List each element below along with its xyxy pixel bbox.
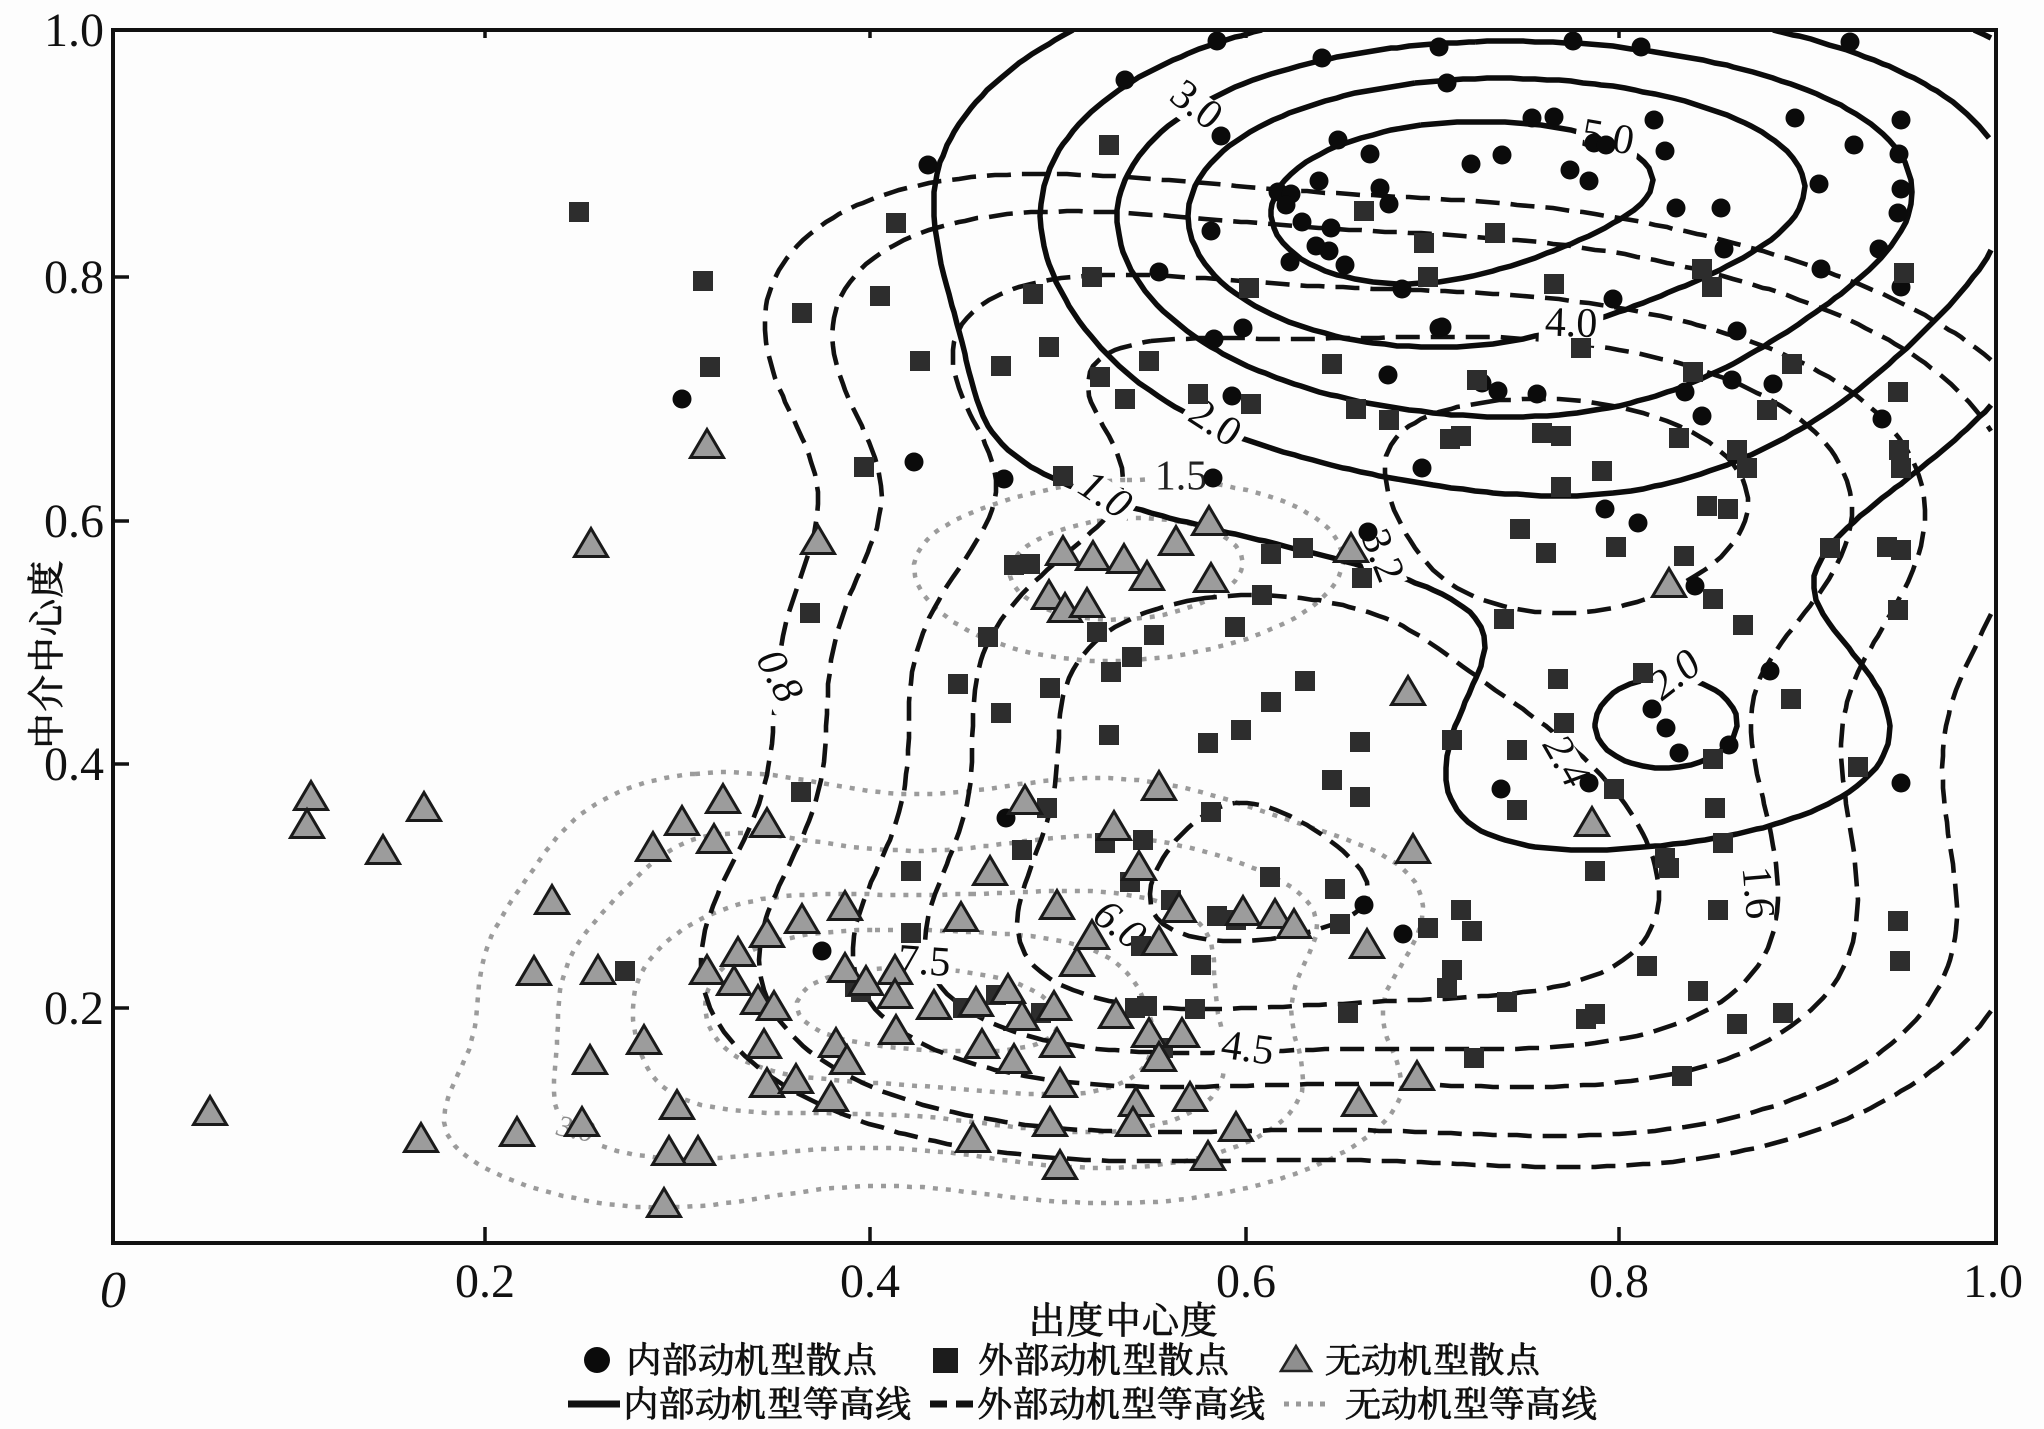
svg-text:1.5: 1.5 bbox=[1155, 453, 1208, 499]
svg-text:0.8: 0.8 bbox=[1589, 1255, 1649, 1308]
svg-text:0.6: 0.6 bbox=[44, 495, 104, 548]
svg-text:1.0: 1.0 bbox=[1963, 1255, 2023, 1308]
svg-text:0.6: 0.6 bbox=[1216, 1255, 1276, 1308]
svg-text:0.4: 0.4 bbox=[840, 1255, 900, 1308]
svg-text:1.6: 1.6 bbox=[1733, 865, 1783, 921]
svg-text:0.8: 0.8 bbox=[44, 251, 104, 304]
svg-text:4.5: 4.5 bbox=[1218, 1022, 1276, 1075]
svg-text:0.4: 0.4 bbox=[44, 738, 104, 791]
svg-text:0.2: 0.2 bbox=[44, 982, 104, 1035]
svg-text:0.2: 0.2 bbox=[455, 1255, 515, 1308]
svg-text:1.0: 1.0 bbox=[44, 4, 104, 57]
svg-text:0: 0 bbox=[100, 1262, 126, 1319]
